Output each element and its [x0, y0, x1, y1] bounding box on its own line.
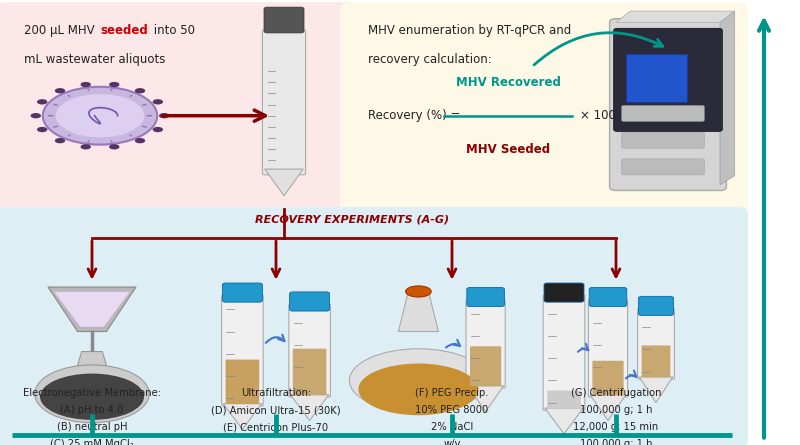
- FancyBboxPatch shape: [289, 304, 330, 397]
- Polygon shape: [639, 377, 673, 403]
- FancyBboxPatch shape: [222, 295, 263, 406]
- FancyBboxPatch shape: [467, 287, 505, 307]
- Text: 12,000 g; 15 min: 12,000 g; 15 min: [574, 422, 658, 432]
- Polygon shape: [720, 11, 734, 185]
- Text: (D) Amicon Ultra-15 (30K): (D) Amicon Ultra-15 (30K): [211, 405, 341, 415]
- Text: × 100: × 100: [580, 109, 616, 122]
- Text: (A) pH to 4.0: (A) pH to 4.0: [60, 405, 124, 415]
- FancyBboxPatch shape: [290, 292, 330, 311]
- Text: seeded: seeded: [100, 24, 148, 37]
- Text: (B) neutral pH: (B) neutral pH: [57, 422, 127, 432]
- Polygon shape: [590, 395, 626, 421]
- Text: Recovery (%) =: Recovery (%) =: [368, 109, 464, 122]
- FancyBboxPatch shape: [470, 346, 501, 386]
- FancyBboxPatch shape: [622, 159, 705, 175]
- FancyBboxPatch shape: [466, 299, 506, 388]
- Polygon shape: [545, 408, 583, 434]
- Text: (G) Centrifugation: (G) Centrifugation: [570, 388, 662, 398]
- Ellipse shape: [109, 144, 119, 150]
- Ellipse shape: [30, 113, 41, 118]
- FancyBboxPatch shape: [0, 2, 356, 216]
- FancyBboxPatch shape: [547, 391, 581, 409]
- Text: (F) PEG Precip.: (F) PEG Precip.: [415, 388, 489, 398]
- Ellipse shape: [153, 99, 163, 105]
- FancyBboxPatch shape: [622, 105, 705, 121]
- FancyBboxPatch shape: [593, 361, 624, 395]
- FancyBboxPatch shape: [544, 283, 584, 302]
- Ellipse shape: [81, 144, 91, 150]
- FancyBboxPatch shape: [642, 345, 670, 377]
- Text: mL wastewater aliquots: mL wastewater aliquots: [24, 53, 166, 66]
- Text: 200 μL MHV: 200 μL MHV: [24, 24, 98, 37]
- FancyBboxPatch shape: [264, 7, 304, 33]
- Ellipse shape: [43, 87, 157, 145]
- FancyBboxPatch shape: [622, 132, 705, 148]
- Text: 10% PEG 8000: 10% PEG 8000: [415, 405, 489, 415]
- Polygon shape: [398, 289, 438, 332]
- Polygon shape: [616, 11, 734, 22]
- Polygon shape: [54, 291, 130, 327]
- Ellipse shape: [54, 88, 65, 93]
- Text: recovery calculation:: recovery calculation:: [368, 53, 492, 66]
- Ellipse shape: [135, 88, 146, 93]
- Ellipse shape: [37, 99, 47, 105]
- FancyBboxPatch shape: [638, 296, 674, 316]
- FancyBboxPatch shape: [638, 308, 674, 379]
- FancyBboxPatch shape: [614, 28, 722, 132]
- Ellipse shape: [358, 364, 478, 415]
- Text: 100,000 g; 1 h: 100,000 g; 1 h: [580, 405, 652, 415]
- Text: Electronegative Membrane:: Electronegative Membrane:: [23, 388, 161, 398]
- Text: Ultrafiltration:: Ultrafiltration:: [241, 388, 311, 398]
- Ellipse shape: [35, 365, 149, 423]
- Polygon shape: [467, 386, 504, 412]
- FancyBboxPatch shape: [543, 295, 585, 410]
- Ellipse shape: [159, 113, 170, 118]
- Ellipse shape: [81, 82, 91, 87]
- Text: MHV Seeded: MHV Seeded: [466, 142, 550, 156]
- Text: w/v: w/v: [443, 439, 461, 445]
- FancyBboxPatch shape: [589, 299, 628, 397]
- Text: MHV Recovered: MHV Recovered: [455, 76, 561, 89]
- FancyBboxPatch shape: [226, 360, 259, 404]
- Text: RECOVERY EXPERIMENTS (A-G): RECOVERY EXPERIMENTS (A-G): [255, 215, 449, 225]
- Text: (C) 25 mM MgCl₂: (C) 25 mM MgCl₂: [50, 439, 134, 445]
- FancyBboxPatch shape: [262, 30, 306, 175]
- Text: 100,000 g; 1 h: 100,000 g; 1 h: [580, 439, 652, 445]
- Ellipse shape: [37, 127, 47, 132]
- Polygon shape: [223, 404, 262, 429]
- Text: into 50: into 50: [150, 24, 195, 37]
- Ellipse shape: [56, 94, 144, 138]
- Text: (E) Centricon Plus-70: (E) Centricon Plus-70: [223, 422, 329, 432]
- FancyBboxPatch shape: [589, 287, 627, 307]
- Ellipse shape: [40, 374, 144, 420]
- FancyBboxPatch shape: [340, 2, 748, 216]
- FancyBboxPatch shape: [222, 283, 262, 302]
- Polygon shape: [74, 352, 110, 376]
- Ellipse shape: [406, 286, 431, 297]
- Ellipse shape: [153, 127, 163, 132]
- FancyBboxPatch shape: [626, 54, 687, 102]
- Polygon shape: [265, 169, 303, 196]
- Ellipse shape: [135, 138, 146, 143]
- Polygon shape: [290, 395, 329, 421]
- Text: MHV enumeration by RT-qPCR and: MHV enumeration by RT-qPCR and: [368, 24, 571, 37]
- FancyBboxPatch shape: [610, 19, 726, 190]
- Ellipse shape: [54, 138, 65, 143]
- Polygon shape: [48, 287, 136, 332]
- FancyBboxPatch shape: [293, 349, 326, 395]
- Ellipse shape: [109, 82, 119, 87]
- FancyBboxPatch shape: [0, 207, 748, 445]
- Text: 2% NaCl: 2% NaCl: [431, 422, 473, 432]
- Ellipse shape: [350, 349, 487, 412]
